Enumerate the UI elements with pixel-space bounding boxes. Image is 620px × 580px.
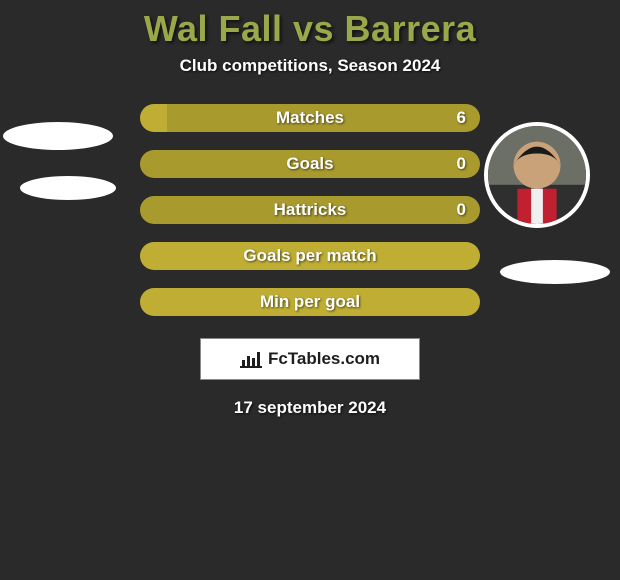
- brand-box: FcTables.com: [200, 338, 420, 380]
- stat-row-goals: Goals 0: [140, 150, 480, 178]
- stat-label: Min per goal: [260, 292, 360, 312]
- page-title: Wal Fall vs Barrera: [0, 0, 620, 56]
- stat-row-hattricks: Hattricks 0: [140, 196, 480, 224]
- stats-container: Matches 6 Goals 0 Hattricks 0 Goals per …: [0, 104, 620, 316]
- stat-right-value: 0: [457, 200, 466, 220]
- stat-label: Goals: [286, 154, 333, 174]
- stat-row-matches: Matches 6: [140, 104, 480, 132]
- stat-label: Goals per match: [243, 246, 376, 266]
- bar-chart-icon: [240, 350, 262, 368]
- stat-right-value: 0: [457, 154, 466, 174]
- stat-right-value: 6: [457, 108, 466, 128]
- footer-date: 17 september 2024: [0, 398, 620, 418]
- page-subtitle: Club competitions, Season 2024: [0, 56, 620, 104]
- stat-label: Hattricks: [274, 200, 347, 220]
- stat-row-mpg: Min per goal: [140, 288, 480, 316]
- stat-label: Matches: [276, 108, 344, 128]
- brand-text: FcTables.com: [268, 349, 380, 369]
- stat-row-gpm: Goals per match: [140, 242, 480, 270]
